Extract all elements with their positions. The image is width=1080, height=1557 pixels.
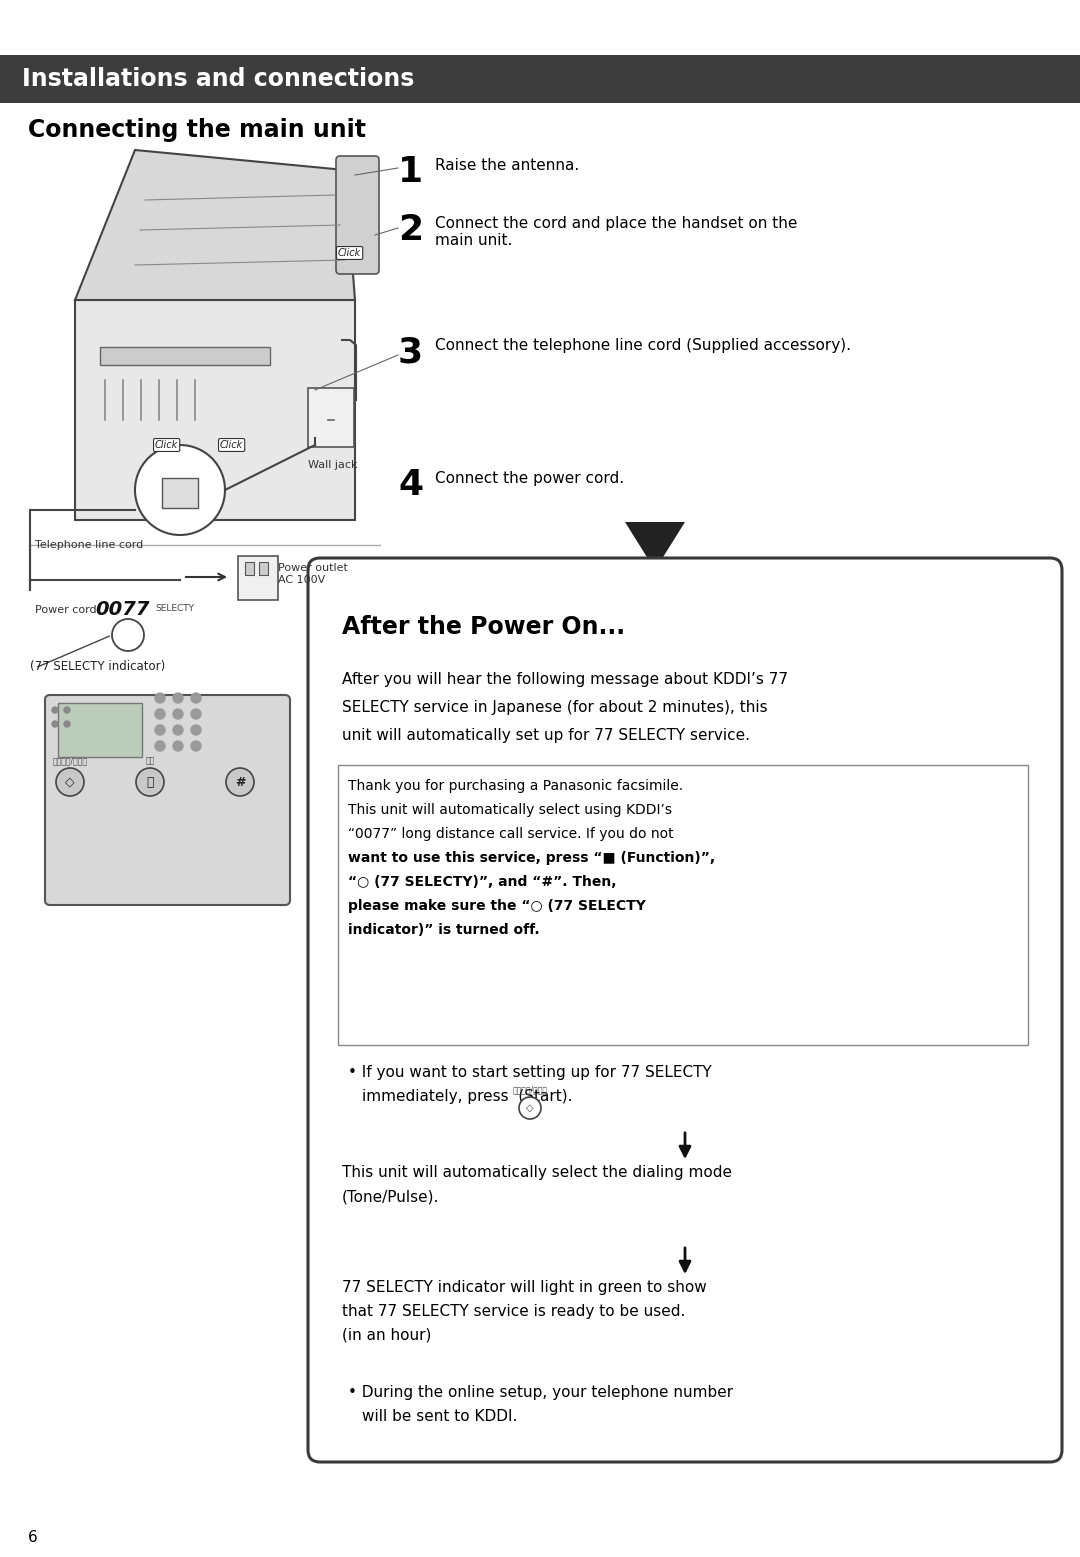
Text: スタート/コピー: スタート/コピー: [513, 1085, 548, 1095]
Text: 機能: 機能: [146, 757, 154, 764]
Text: #: #: [234, 775, 245, 788]
Text: (Tone/Pulse).: (Tone/Pulse).: [342, 1190, 440, 1204]
Text: Connect the cord and place the handset on the
main unit.: Connect the cord and place the handset o…: [435, 216, 797, 249]
Text: “○ (77 SELECTY)”, and “#”. Then,: “○ (77 SELECTY)”, and “#”. Then,: [348, 875, 617, 889]
Circle shape: [156, 726, 165, 735]
Text: will be sent to KDDI.: will be sent to KDDI.: [362, 1409, 517, 1425]
Text: スタート/コピー: スタート/コピー: [53, 757, 87, 764]
Text: Raise the antenna.: Raise the antenna.: [435, 157, 579, 173]
Circle shape: [52, 721, 58, 727]
Circle shape: [226, 768, 254, 796]
Circle shape: [191, 741, 201, 750]
Circle shape: [64, 721, 70, 727]
Polygon shape: [625, 522, 685, 570]
Text: Telephone line cord: Telephone line cord: [35, 540, 144, 550]
Text: Wall jack: Wall jack: [308, 459, 357, 470]
FancyBboxPatch shape: [259, 562, 268, 575]
Circle shape: [519, 1098, 541, 1119]
Text: This unit will automatically select the dialing mode: This unit will automatically select the …: [342, 1165, 732, 1180]
Polygon shape: [75, 301, 355, 520]
Circle shape: [112, 620, 144, 651]
Circle shape: [173, 726, 183, 735]
Text: Connect the power cord.: Connect the power cord.: [435, 472, 624, 486]
Text: Click: Click: [220, 441, 243, 450]
Text: • During the online setup, your telephone number: • During the online setup, your telephon…: [348, 1386, 733, 1400]
FancyBboxPatch shape: [308, 388, 354, 447]
Circle shape: [135, 445, 225, 536]
Text: 4: 4: [399, 469, 423, 501]
Text: Power outlet
AC 100V: Power outlet AC 100V: [278, 564, 348, 584]
Text: want to use this service, press “■ (Function)”,: want to use this service, press “■ (Func…: [348, 852, 715, 866]
Text: After you will hear the following message about KDDI’s 77: After you will hear the following messag…: [342, 673, 788, 687]
Polygon shape: [75, 149, 355, 301]
FancyBboxPatch shape: [58, 704, 141, 757]
Text: • If you want to start setting up for 77 SELECTY: • If you want to start setting up for 77…: [348, 1065, 712, 1081]
FancyBboxPatch shape: [308, 557, 1062, 1462]
Circle shape: [191, 726, 201, 735]
FancyBboxPatch shape: [245, 562, 254, 575]
Text: please make sure the “○ (77 SELECTY: please make sure the “○ (77 SELECTY: [348, 898, 646, 912]
Circle shape: [156, 708, 165, 719]
Text: 3: 3: [399, 335, 423, 369]
Text: SELECTY service in Japanese (for about 2 minutes), this: SELECTY service in Japanese (for about 2…: [342, 701, 768, 715]
Text: 1: 1: [399, 156, 423, 188]
Text: (77 SELECTY indicator): (77 SELECTY indicator): [30, 660, 165, 673]
Text: Thank you for purchasing a Panasonic facsimile.: Thank you for purchasing a Panasonic fac…: [348, 778, 684, 793]
Circle shape: [64, 707, 70, 713]
Text: 77 SELECTY indicator will light in green to show: 77 SELECTY indicator will light in green…: [342, 1280, 706, 1295]
FancyBboxPatch shape: [338, 764, 1028, 1045]
Text: 2: 2: [399, 213, 423, 248]
Text: that 77 SELECTY service is ready to be used.: that 77 SELECTY service is ready to be u…: [342, 1305, 686, 1319]
Text: Connect the telephone line cord (Supplied accessory).: Connect the telephone line cord (Supplie…: [435, 338, 851, 353]
FancyBboxPatch shape: [45, 694, 291, 905]
Text: ◇: ◇: [65, 775, 75, 788]
Text: 0077: 0077: [95, 599, 149, 620]
Text: SELECTY: SELECTY: [156, 604, 194, 613]
FancyBboxPatch shape: [100, 347, 270, 364]
Text: After the Power On...: After the Power On...: [342, 615, 625, 638]
Text: Click: Click: [156, 441, 178, 450]
Circle shape: [173, 693, 183, 704]
FancyBboxPatch shape: [238, 556, 278, 599]
Text: Connecting the main unit: Connecting the main unit: [28, 118, 366, 142]
Text: (in an hour): (in an hour): [342, 1328, 431, 1344]
Text: Power cord: Power cord: [35, 606, 96, 615]
Circle shape: [156, 693, 165, 704]
Text: unit will automatically set up for 77 SELECTY service.: unit will automatically set up for 77 SE…: [342, 729, 750, 743]
Text: immediately, press  (Start).: immediately, press (Start).: [362, 1088, 572, 1104]
FancyBboxPatch shape: [162, 478, 198, 508]
FancyBboxPatch shape: [336, 156, 379, 274]
Circle shape: [156, 741, 165, 750]
Circle shape: [173, 708, 183, 719]
Text: indicator)” is turned off.: indicator)” is turned off.: [348, 923, 540, 937]
Text: Installations and connections: Installations and connections: [22, 67, 415, 90]
Text: “0077” long distance call service. If you do not: “0077” long distance call service. If yo…: [348, 827, 674, 841]
Text: Click: Click: [338, 248, 361, 258]
Text: 6: 6: [28, 1531, 38, 1545]
FancyBboxPatch shape: [0, 54, 1080, 103]
Text: 機: 機: [146, 775, 153, 788]
Circle shape: [191, 708, 201, 719]
Circle shape: [56, 768, 84, 796]
Circle shape: [173, 741, 183, 750]
Circle shape: [191, 693, 201, 704]
Text: ◇: ◇: [526, 1102, 534, 1113]
Text: This unit will automatically select using KDDI’s: This unit will automatically select usin…: [348, 803, 672, 817]
Circle shape: [52, 707, 58, 713]
Circle shape: [136, 768, 164, 796]
